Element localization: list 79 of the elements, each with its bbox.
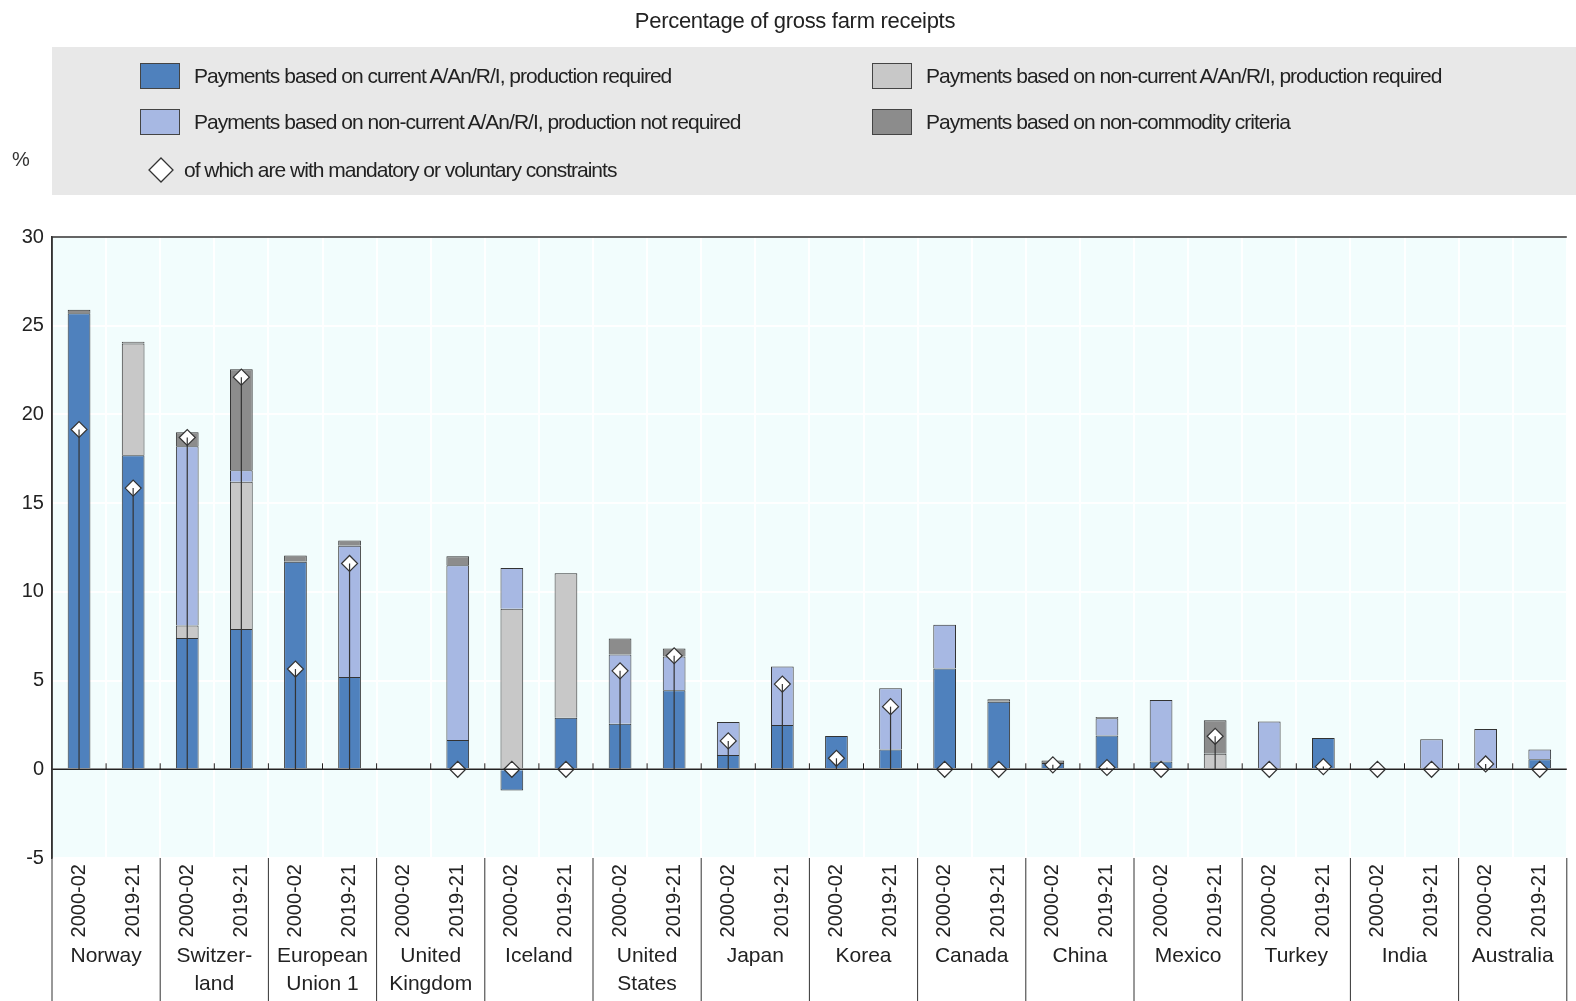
point (665, 647, 683, 665)
point (1531, 760, 1549, 778)
point (1044, 756, 1062, 774)
point (990, 760, 1008, 778)
x-tick-label: 2000-02 (607, 864, 630, 938)
text: Japan (726, 942, 784, 966)
legend-label: Payments based on current A/An/R/I, production required (194, 64, 672, 88)
text: United States (616, 942, 678, 994)
text: Turkey (1264, 942, 1329, 966)
point (1422, 760, 1441, 778)
text: India (1381, 942, 1428, 966)
x-tick-label: 2000-02 (1148, 864, 1171, 938)
x-tick-label: 2019-21 (1527, 864, 1550, 938)
x-tick-label: 2000-02 (715, 864, 738, 938)
point (936, 760, 954, 778)
point (1368, 760, 1387, 778)
y-axis-title: % (12, 148, 30, 171)
text: Iceland (505, 942, 573, 966)
y-tick-label: -5 (26, 845, 44, 868)
point (286, 660, 305, 678)
x-tick-label: 2000-02 (1364, 864, 1387, 938)
x-tick-label: 2000-02 (1040, 864, 1063, 938)
point (503, 760, 521, 778)
point (1477, 755, 1495, 773)
text: Korea (835, 942, 892, 966)
text: Canada (934, 942, 1009, 966)
x-tick-label: 2000-02 (66, 864, 89, 938)
point (340, 554, 359, 573)
point (881, 698, 900, 716)
y-tick-label: 0 (32, 756, 44, 779)
x-tick-label: 2000-02 (1473, 864, 1496, 938)
legend-label: Payments based on non-current A/An/R/I, production required (926, 64, 1442, 88)
x-tick-label: 2019-21 (120, 864, 143, 938)
chart-title: Percentage of gross farm receipts (633, 8, 957, 34)
x-tick-label: 2019-21 (878, 864, 901, 938)
x-tick-label: 2019-21 (986, 864, 1009, 938)
y-tick-label: 20 (21, 401, 44, 424)
text: United Kingdom (389, 942, 473, 994)
point (178, 428, 196, 447)
x-tick-label: 2000-02 (499, 864, 522, 938)
x-tick-label: 2019-21 (769, 864, 792, 938)
point (124, 479, 142, 497)
x-tick-label: 2019-21 (1202, 864, 1225, 938)
x-tick-label: 2000-02 (932, 864, 955, 938)
point (232, 368, 250, 386)
x-tick-label: 2019-21 (1094, 864, 1117, 938)
text: European Union 1 (276, 942, 369, 994)
point (1098, 758, 1116, 777)
text: Switzer- land (176, 942, 253, 994)
y-tick-label: 10 (21, 579, 44, 602)
x-tick-label: 2000-02 (391, 864, 414, 938)
legend-label: Payments based on non-commodity criteria (926, 110, 1290, 134)
legend-label: of which are with mandatory or voluntary constraints (184, 158, 617, 182)
text: China (1052, 942, 1108, 966)
point (1260, 760, 1278, 778)
point (449, 760, 467, 778)
text: Australia (1471, 942, 1554, 966)
x-tick-label: 2000-02 (823, 864, 846, 938)
point (773, 675, 791, 693)
x-tick-label: 2019-21 (553, 864, 576, 938)
point (557, 760, 575, 778)
x-tick-label: 2019-21 (1419, 864, 1442, 938)
x-tick-label: 2019-21 (337, 864, 360, 938)
y-tick-label: 25 (21, 313, 44, 336)
y-tick-label: 15 (21, 490, 44, 513)
legend-label: Payments based on non-current A/An/R/I, production not required (194, 110, 741, 134)
x-tick-label: 2019-21 (228, 864, 251, 938)
x-tick-label: 2000-02 (1256, 864, 1279, 938)
x-tick-label: 2000-02 (174, 864, 197, 938)
y-tick-label: 30 (21, 224, 44, 247)
x-tick-label: 2019-21 (445, 864, 468, 938)
x-tick-label: 2019-21 (661, 864, 684, 938)
text: Norway (70, 942, 143, 966)
x-tick-label: 2000-02 (282, 864, 305, 938)
point (1152, 760, 1170, 778)
y-tick-label: 5 (32, 668, 44, 691)
text: Mexico (1154, 942, 1222, 966)
x-tick-label: 2019-21 (1310, 864, 1333, 938)
point (1314, 758, 1332, 776)
